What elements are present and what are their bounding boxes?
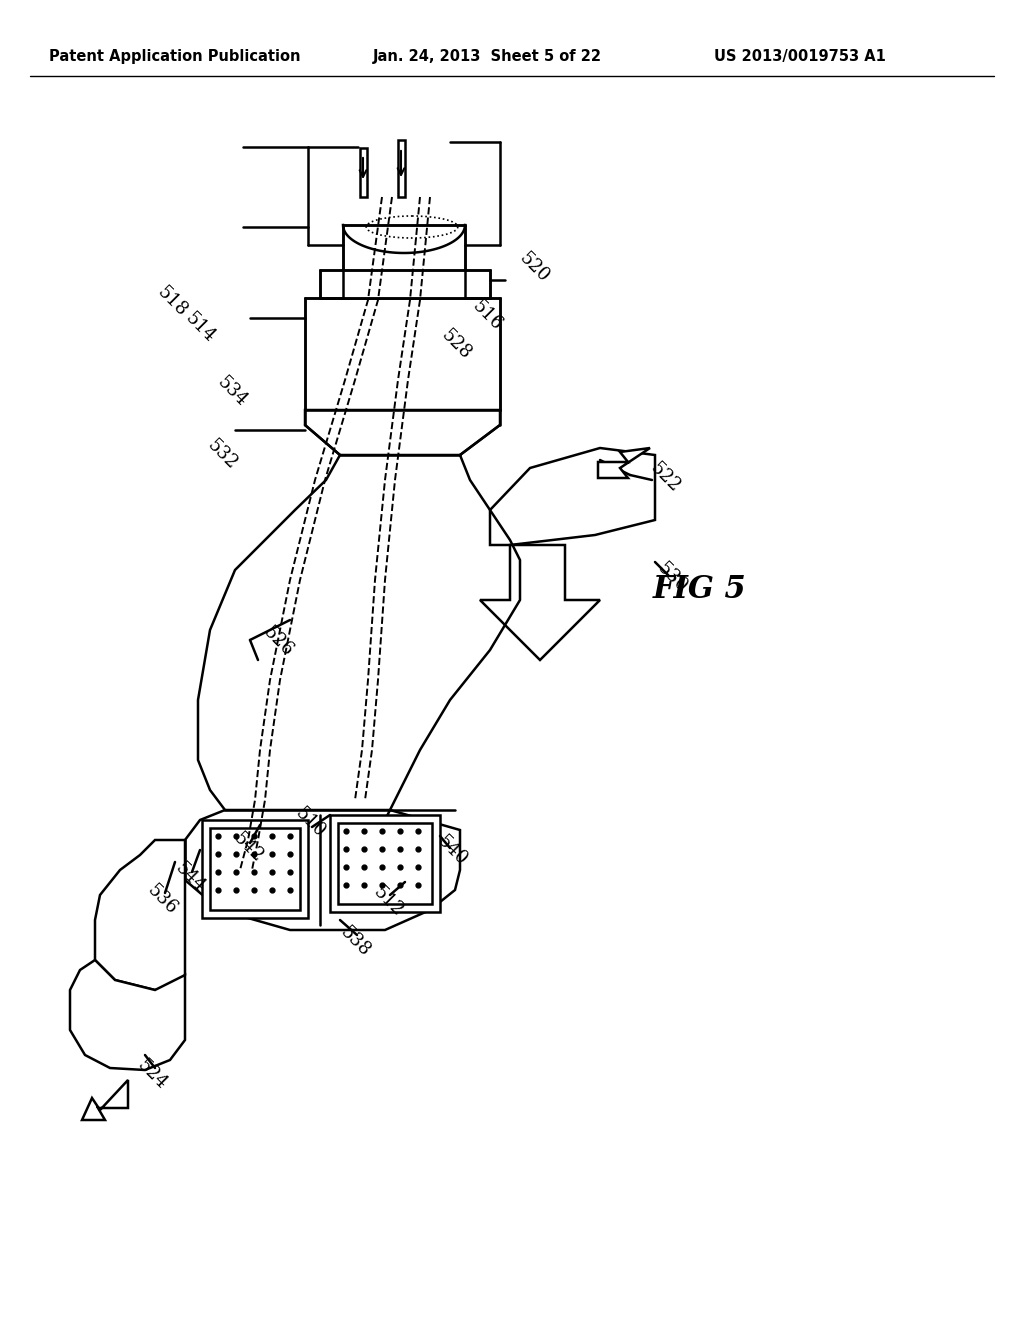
Polygon shape [70, 960, 185, 1071]
Text: 512: 512 [370, 883, 407, 920]
Text: 530: 530 [653, 560, 690, 597]
Polygon shape [202, 820, 308, 917]
Polygon shape [319, 271, 490, 298]
Text: 518: 518 [154, 284, 190, 321]
Text: 544: 544 [172, 859, 209, 896]
Text: 526: 526 [259, 623, 297, 660]
Text: 532: 532 [204, 437, 241, 474]
Text: 540: 540 [433, 833, 470, 870]
Polygon shape [185, 810, 460, 931]
Text: 538: 538 [337, 924, 374, 961]
Polygon shape [338, 822, 432, 904]
Text: 510: 510 [292, 804, 329, 842]
Text: Jan. 24, 2013  Sheet 5 of 22: Jan. 24, 2013 Sheet 5 of 22 [373, 49, 601, 63]
Text: 528: 528 [437, 326, 474, 363]
Text: 542: 542 [229, 829, 266, 866]
Polygon shape [330, 814, 440, 912]
Polygon shape [305, 411, 500, 455]
Polygon shape [210, 828, 300, 909]
Polygon shape [490, 447, 655, 545]
Text: 516: 516 [469, 297, 506, 334]
Polygon shape [305, 298, 500, 411]
Text: 524: 524 [133, 1056, 170, 1093]
Text: Patent Application Publication: Patent Application Publication [49, 49, 301, 63]
Text: 522: 522 [646, 459, 683, 496]
Text: 514: 514 [181, 309, 218, 346]
Text: 534: 534 [214, 374, 251, 411]
Text: 536: 536 [143, 882, 180, 919]
Polygon shape [398, 140, 406, 197]
Text: FIG 5: FIG 5 [653, 574, 746, 606]
Polygon shape [82, 1080, 128, 1119]
Polygon shape [598, 447, 650, 478]
Polygon shape [480, 545, 600, 660]
Polygon shape [360, 148, 367, 197]
Text: 520: 520 [515, 249, 553, 286]
Polygon shape [343, 224, 465, 298]
Polygon shape [95, 840, 185, 990]
Text: US 2013/0019753 A1: US 2013/0019753 A1 [714, 49, 886, 63]
